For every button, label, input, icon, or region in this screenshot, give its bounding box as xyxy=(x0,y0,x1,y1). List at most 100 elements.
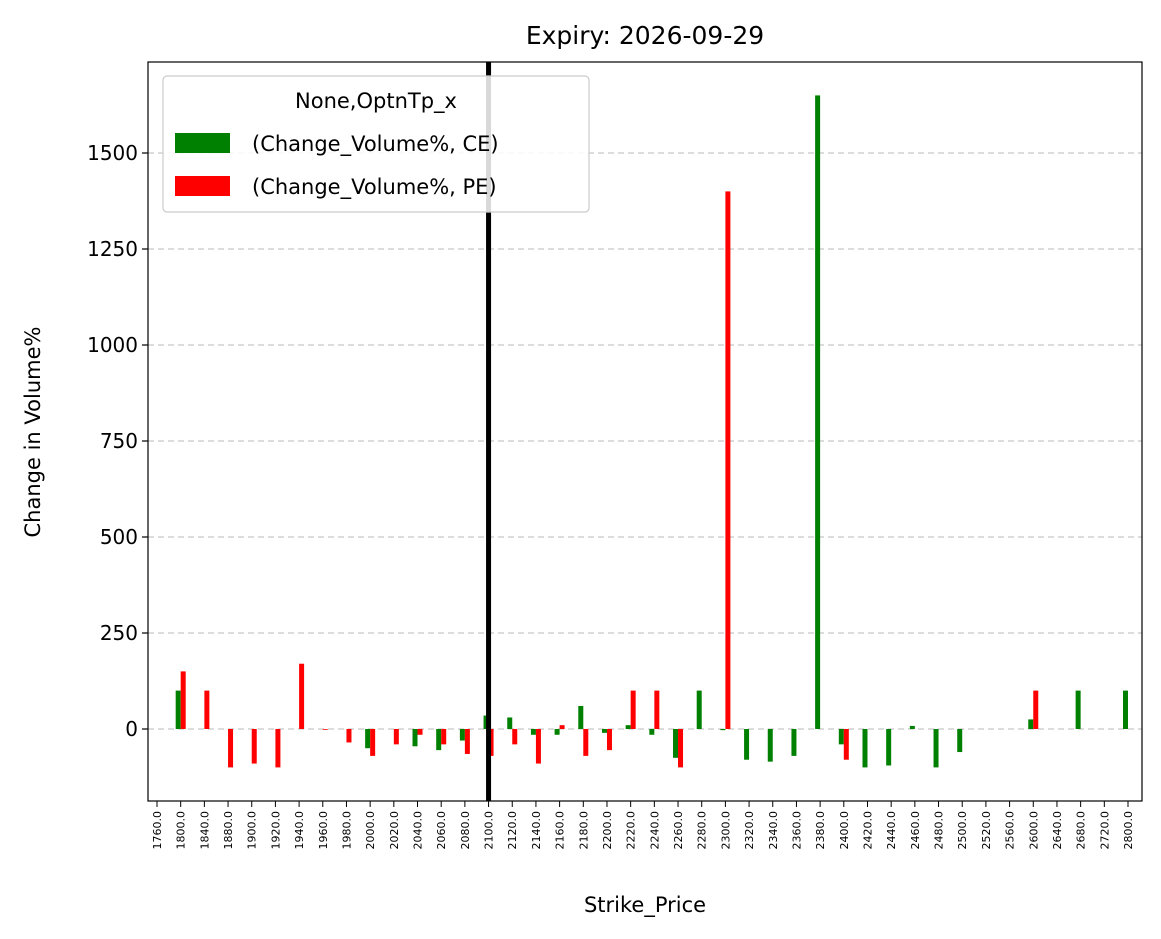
x-tick-label: 2180.0 xyxy=(577,811,590,850)
x-tick-label: 2460.0 xyxy=(909,811,922,850)
bar-pe xyxy=(204,690,210,729)
y-tick-label: 500 xyxy=(100,525,138,549)
x-tick-label: 2200.0 xyxy=(601,811,614,850)
x-tick-label: 2640.0 xyxy=(1051,811,1064,850)
x-tick-label: 1940.0 xyxy=(293,811,306,850)
x-axis: 1760.0 1800.0 1840.0 1880.0 1900.0 1920.0 1940… xyxy=(151,801,1135,850)
bar-ce xyxy=(365,729,371,749)
bar-pe xyxy=(180,671,186,729)
bar-ce xyxy=(554,729,560,735)
bar-ce xyxy=(862,729,868,768)
x-tick-label: 2080.0 xyxy=(459,811,472,850)
x-tick-label: 2280.0 xyxy=(696,811,709,850)
legend: None,OptnTp_x (Change_Volume%, CE) (Chan… xyxy=(162,75,590,213)
legend-title: None,OptnTp_x xyxy=(295,89,457,114)
bar-ce xyxy=(886,729,892,766)
legend-swatch-pe xyxy=(175,176,230,196)
bar-ce xyxy=(673,729,679,758)
x-tick-label: 2520.0 xyxy=(980,811,993,850)
bar-pe xyxy=(417,729,423,735)
bar-pe xyxy=(228,729,234,768)
bar-ce xyxy=(1123,690,1128,729)
bar-pe xyxy=(512,729,518,745)
bar-pe xyxy=(322,729,328,730)
x-tick-label: 2480.0 xyxy=(933,811,946,850)
bar-pe xyxy=(843,729,849,760)
x-tick-label: 2420.0 xyxy=(861,811,874,850)
bar-ce xyxy=(838,729,844,745)
bar-ce xyxy=(507,717,513,729)
x-tick-label: 1960.0 xyxy=(317,811,330,850)
y-tick-label: 750 xyxy=(100,429,138,453)
x-tick-label: 1880.0 xyxy=(222,811,235,850)
x-tick-label: 2800.0 xyxy=(1122,811,1135,850)
x-tick-label: 1840.0 xyxy=(198,811,211,850)
x-tick-label: 1920.0 xyxy=(269,811,282,850)
x-tick-label: 2340.0 xyxy=(767,811,780,850)
bar-pe xyxy=(275,729,281,768)
bar-pe xyxy=(464,729,470,754)
x-tick-label: 2380.0 xyxy=(814,811,827,850)
legend-label-ce: (Change_Volume%, CE) xyxy=(252,132,499,157)
bar-pe xyxy=(393,729,399,745)
y-tick-label: 1250 xyxy=(87,237,138,261)
bar-ce xyxy=(791,729,797,756)
bar-ce xyxy=(578,705,584,729)
x-tick-label: 2400.0 xyxy=(838,811,851,850)
x-tick-label: 1760.0 xyxy=(151,811,164,850)
bar-ce xyxy=(601,729,607,733)
x-tick-label: 2100.0 xyxy=(483,811,496,850)
y-axis: 0 250 500 750 1000 1250 1500 xyxy=(87,141,148,741)
bar-ce xyxy=(1028,719,1034,729)
x-tick-label: 2360.0 xyxy=(790,811,803,850)
x-tick-label: 2140.0 xyxy=(530,811,543,850)
x-tick-label: 2060.0 xyxy=(435,811,448,850)
x-tick-label: 2320.0 xyxy=(743,811,756,850)
y-axis-title: Change in Volume% xyxy=(21,327,45,538)
bar-pe xyxy=(346,729,352,743)
x-tick-label: 1800.0 xyxy=(175,811,188,850)
chart-title: Expiry: 2026-09-29 xyxy=(526,21,764,50)
x-tick-label: 2680.0 xyxy=(1075,811,1088,850)
legend-label-pe: (Change_Volume%, PE) xyxy=(252,175,497,200)
x-tick-label: 2720.0 xyxy=(1098,811,1111,850)
x-tick-label: 2220.0 xyxy=(625,811,638,850)
bar-ce xyxy=(459,729,465,741)
x-tick-label: 1900.0 xyxy=(246,811,259,850)
bar-pe xyxy=(251,729,257,764)
bar-pe xyxy=(299,663,305,729)
bar-ce xyxy=(412,729,418,747)
bar-pe xyxy=(583,729,589,756)
bar-pe xyxy=(654,690,660,729)
bar-pe xyxy=(606,729,612,751)
bar-ce xyxy=(696,690,702,729)
grid-lines xyxy=(148,152,1142,730)
x-tick-label: 2440.0 xyxy=(885,811,898,850)
bar-ce xyxy=(649,729,655,735)
x-tick-label: 2120.0 xyxy=(506,811,519,850)
bar-ce xyxy=(175,690,181,729)
bar-ce xyxy=(909,725,915,729)
bar-pe xyxy=(1033,690,1039,729)
bar-ce xyxy=(720,729,726,731)
x-tick-label: 2560.0 xyxy=(1004,811,1017,850)
x-tick-label: 2040.0 xyxy=(412,811,425,850)
x-tick-label: 2300.0 xyxy=(719,811,732,850)
bar-ce xyxy=(957,729,963,753)
x-tick-label: 2160.0 xyxy=(554,811,567,850)
x-tick-label: 2240.0 xyxy=(648,811,661,850)
bar-pe xyxy=(725,191,731,729)
x-tick-label: 2500.0 xyxy=(956,811,969,850)
x-tick-label: 2260.0 xyxy=(672,811,685,850)
bar-pe xyxy=(535,729,541,764)
bar-ce xyxy=(436,729,442,751)
bar-ce xyxy=(530,729,536,735)
bar-pe xyxy=(370,729,376,756)
plot-frame xyxy=(147,61,1143,802)
y-tick-label: 1000 xyxy=(87,333,138,357)
bar-ce xyxy=(1075,690,1081,729)
bar-ce xyxy=(625,725,631,729)
bar-ce xyxy=(933,729,939,768)
x-tick-label: 2020.0 xyxy=(388,811,401,850)
